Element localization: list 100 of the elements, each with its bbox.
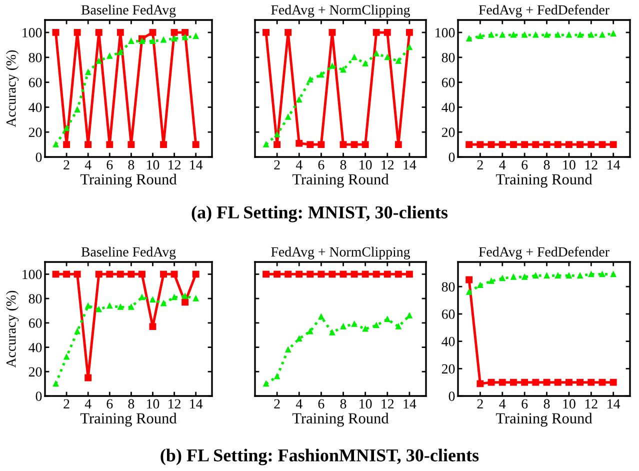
y-tick-label: 40 [28, 102, 42, 112]
point [610, 378, 617, 386]
x-tick-label: 6 [106, 160, 113, 170]
point [149, 323, 156, 330]
y-tick-label: 0 [36, 152, 42, 162]
point [52, 270, 60, 278]
y-tick-label: 60 [28, 318, 42, 328]
x-tick-label: 4 [499, 399, 506, 408]
point [170, 28, 178, 36]
x-tick-label: 14 [404, 399, 416, 408]
x-axis-title: Training Round [80, 412, 177, 427]
point [588, 141, 595, 148]
point [95, 28, 102, 36]
x-tick-label: 14 [608, 399, 620, 408]
point [372, 270, 380, 278]
point [521, 378, 528, 386]
x-tick-label: 10 [563, 399, 576, 409]
x-tick-label: 10 [147, 160, 160, 170]
point [565, 141, 572, 148]
point [598, 378, 606, 386]
point [328, 270, 336, 278]
point [84, 141, 92, 148]
x-tick-label: 2 [477, 160, 483, 170]
x-tick-label: 12 [585, 399, 598, 408]
point [63, 141, 70, 148]
point [396, 58, 402, 64]
x-tick-label: 14 [608, 160, 620, 170]
point [193, 33, 199, 39]
point [182, 298, 189, 306]
point [106, 270, 114, 278]
point [306, 270, 314, 278]
point [488, 378, 495, 386]
x-tick-label: 12 [382, 160, 394, 170]
point [576, 141, 584, 148]
point [488, 278, 494, 284]
point [160, 141, 167, 148]
point [406, 312, 412, 318]
y-tick-label: 20 [28, 367, 42, 377]
point [116, 270, 124, 278]
point [394, 141, 402, 148]
point [565, 378, 572, 386]
point [477, 282, 483, 288]
point [328, 28, 336, 36]
point [466, 276, 473, 284]
x-tick-label: 4 [296, 160, 302, 170]
point [274, 132, 280, 138]
point [138, 270, 146, 278]
y-tick-label: 80 [442, 282, 455, 292]
point [340, 141, 347, 148]
y-tick-label: 20 [28, 128, 42, 138]
point [296, 140, 303, 147]
point [498, 141, 506, 148]
point [84, 374, 92, 382]
x-tick-label: 10 [563, 160, 576, 170]
y-axis-title: Accuracy (%) [6, 290, 19, 368]
point [350, 141, 358, 148]
x-axis-title: Training Round [496, 412, 592, 427]
point [128, 270, 135, 278]
point [318, 141, 325, 148]
y-tick-label: 40 [28, 342, 42, 352]
x-tick-label: 8 [544, 399, 550, 409]
x-tick-label: 10 [147, 399, 160, 409]
x-tick-label: 12 [168, 160, 180, 170]
x-tick-label: 4 [84, 399, 92, 408]
point [274, 141, 281, 148]
point [384, 28, 391, 36]
x-tick-label: 6 [522, 399, 528, 409]
point [182, 293, 188, 299]
x-axis-title: Training Round [496, 174, 592, 188]
point [172, 36, 178, 42]
point [384, 316, 390, 322]
point [284, 28, 292, 36]
x-tick-label: 12 [585, 160, 598, 170]
point [150, 38, 156, 44]
point [394, 270, 402, 278]
y-tick-label: 80 [28, 52, 42, 62]
x-tick-label: 8 [340, 160, 346, 170]
y-tick-label: 60 [442, 78, 455, 88]
x-tick-label: 14 [190, 399, 203, 408]
chart-title: FedAvg + FedDefender [478, 246, 610, 260]
point [128, 38, 134, 44]
point [296, 270, 303, 278]
point [554, 378, 562, 386]
point [406, 270, 413, 278]
point [340, 270, 347, 278]
point [192, 270, 200, 278]
point [192, 141, 200, 148]
y-tick-label: 60 [28, 78, 42, 88]
x-tick-label: 2 [64, 399, 70, 408]
point [532, 272, 538, 278]
point [74, 106, 80, 112]
point [350, 270, 358, 278]
y-tick-label: 20 [442, 364, 455, 374]
point [466, 36, 472, 42]
y-tick-label: 100 [22, 270, 42, 280]
point [170, 270, 178, 278]
point [510, 141, 517, 148]
point [554, 141, 562, 148]
point [182, 28, 189, 36]
point [285, 346, 291, 352]
